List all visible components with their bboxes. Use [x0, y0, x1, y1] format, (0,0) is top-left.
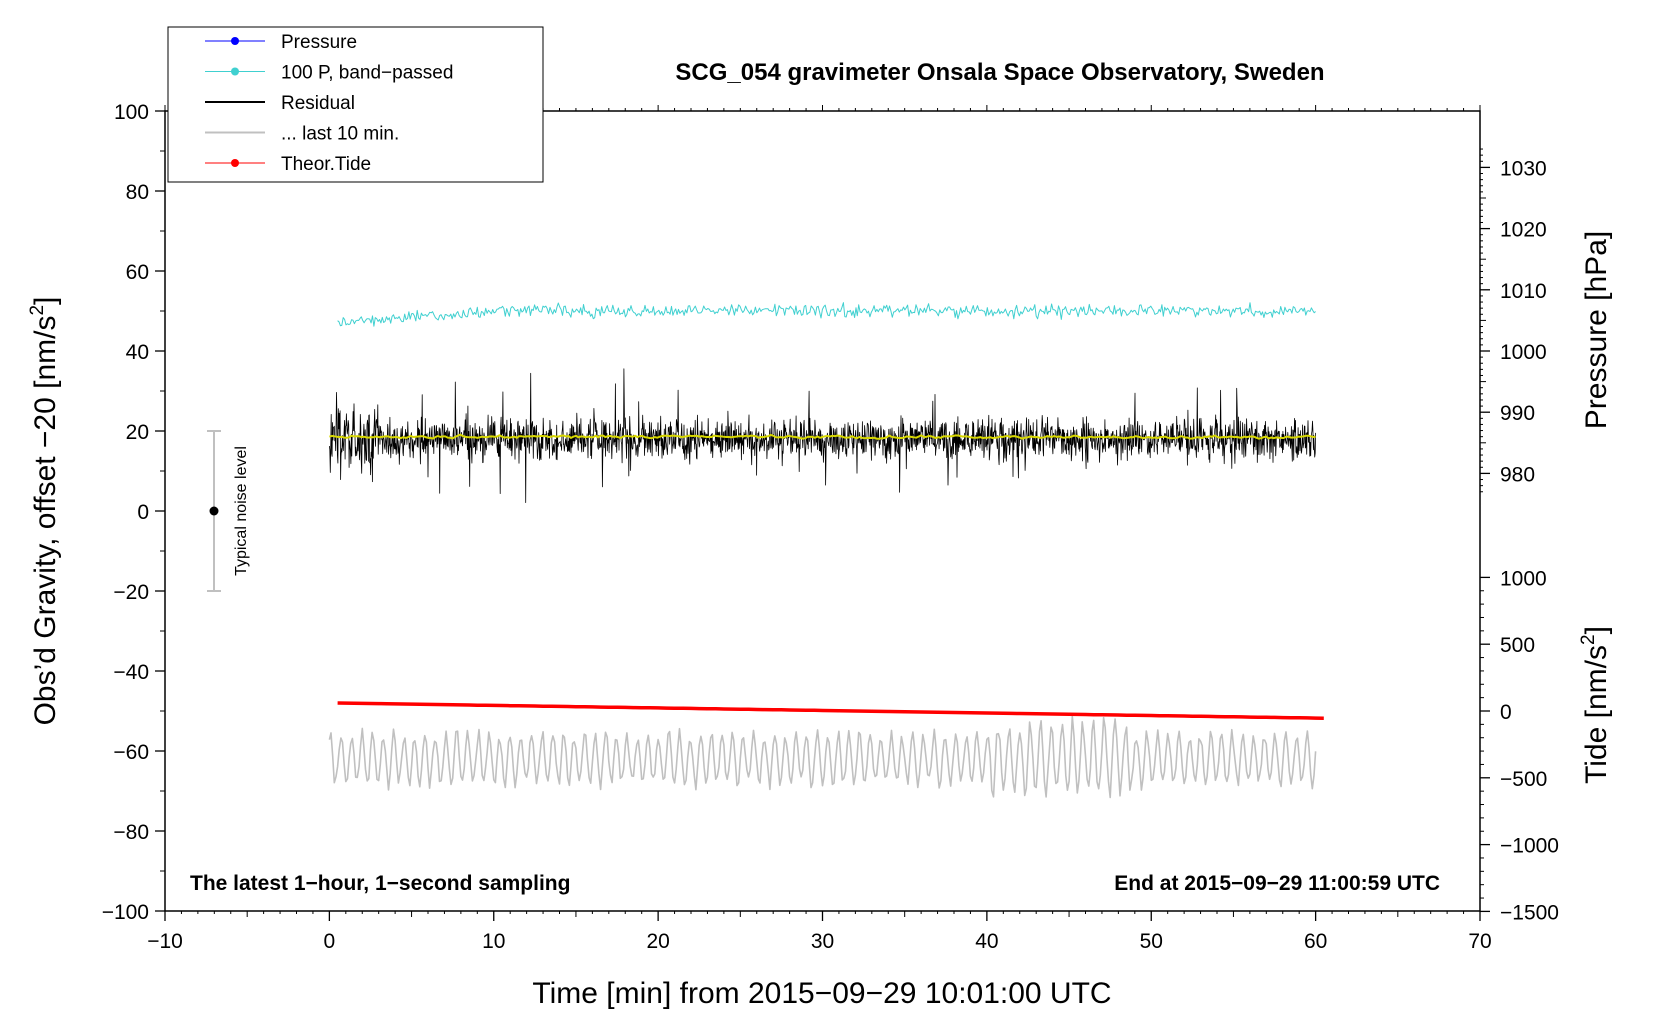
x-tick-label: 10	[482, 930, 505, 953]
note-left: The latest 1−hour, 1−second sampling	[190, 872, 570, 895]
y-tick-label: 20	[126, 421, 149, 444]
tide-tick-label: 0	[1500, 701, 1512, 724]
y-tick-label: 100	[114, 101, 149, 124]
plot-area: −10 0 10 20 30 40 50 60 70100806040200−20−40−60−…	[102, 101, 1559, 953]
note-right: End at 2015−09−29 11:00:59 UTC	[1114, 872, 1440, 895]
tide-tick-label: −1500	[1500, 901, 1559, 924]
legend-marker	[231, 37, 239, 45]
tide-tick-label: 500	[1500, 634, 1535, 657]
x-tick-label: 0	[324, 930, 336, 953]
y-axis-title-sup: 2	[27, 305, 48, 316]
pressure-axis-title: Pressure [hPa]	[1580, 231, 1613, 429]
x-tick-label: 20	[646, 930, 669, 953]
y-axis-title: Obs’d Gravity, offset −20 [nm/s2]	[27, 297, 62, 726]
y-tick-label: 0	[137, 501, 149, 524]
series-pressure-band-passed	[337, 302, 1316, 327]
tide-tick-label: −1000	[1500, 835, 1559, 858]
chart-title: SCG_054 gravimeter Onsala Space Observat…	[675, 59, 1324, 86]
tide-tick-label: −500	[1500, 768, 1547, 791]
tide-axis-title-end: ]	[1580, 626, 1613, 634]
series-last-10-min	[328, 715, 1317, 799]
pressure-tick-label: 1030	[1500, 157, 1547, 180]
x-tick-label: 70	[1468, 930, 1491, 953]
x-tick-label: −10	[147, 930, 183, 953]
y-tick-label: −40	[113, 661, 149, 684]
legend-label: Residual	[281, 93, 355, 114]
series-residual-smoothed	[329, 433, 1316, 440]
pressure-tick-label: 1000	[1500, 341, 1547, 364]
tide-tick-label: 1000	[1500, 567, 1547, 590]
tide-axis-title-main: Tide [nm/s	[1580, 645, 1613, 784]
series-layer	[328, 302, 1324, 799]
y-tick-label: −80	[113, 821, 149, 844]
noise-center-point	[209, 506, 219, 516]
y-axis-title-end: ]	[29, 297, 62, 305]
tide-axis-title: Tide [nm/s2]	[1578, 626, 1613, 784]
y-tick-label: −60	[113, 741, 149, 764]
ticks-layer: −10 0 10 20 30 40 50 60 70100806040200−20−40−60−…	[102, 101, 1559, 953]
legend-label: ... last 10 min.	[281, 124, 399, 145]
x-tick-label: 30	[811, 930, 834, 953]
x-tick-label: 60	[1304, 930, 1327, 953]
tide-axis-title-sup: 2	[1578, 634, 1599, 645]
pressure-tick-label: 990	[1500, 402, 1535, 425]
legend-marker	[231, 159, 239, 167]
pressure-tick-label: 1010	[1500, 280, 1547, 303]
noise-level-indicator: Typical noise level	[207, 430, 250, 592]
y-tick-label: 60	[126, 261, 149, 284]
legend: Pressure 100 P, band−passed Residual ... la…	[167, 26, 544, 183]
noise-level-label: Typical noise level	[233, 446, 250, 576]
pressure-tick-label: 980	[1500, 463, 1535, 486]
legend-entries: Pressure 100 P, band−passed Residual ... la…	[205, 32, 453, 175]
legend-label: Pressure	[281, 32, 357, 53]
y-tick-label: −100	[102, 901, 149, 924]
y-tick-label: 80	[126, 181, 149, 204]
y-tick-label: 40	[126, 341, 149, 364]
y-axis-title-main: Obs’d Gravity, offset −20 [nm/s	[29, 316, 62, 726]
legend-label: 100 P, band−passed	[281, 63, 453, 84]
series-residual	[329, 368, 1316, 503]
y-tick-label: −20	[113, 581, 149, 604]
pressure-tick-label: 1020	[1500, 219, 1547, 242]
legend-marker	[231, 67, 239, 76]
x-axis-title: Time [min] from 2015−09−29 10:01:00 UTC	[532, 977, 1111, 1010]
legend-label: Theor.Tide	[281, 154, 371, 175]
x-tick-label: 40	[975, 930, 998, 953]
legend-box	[167, 26, 544, 183]
x-tick-label: 50	[1140, 930, 1163, 953]
series-theoretical-tide	[337, 701, 1324, 720]
